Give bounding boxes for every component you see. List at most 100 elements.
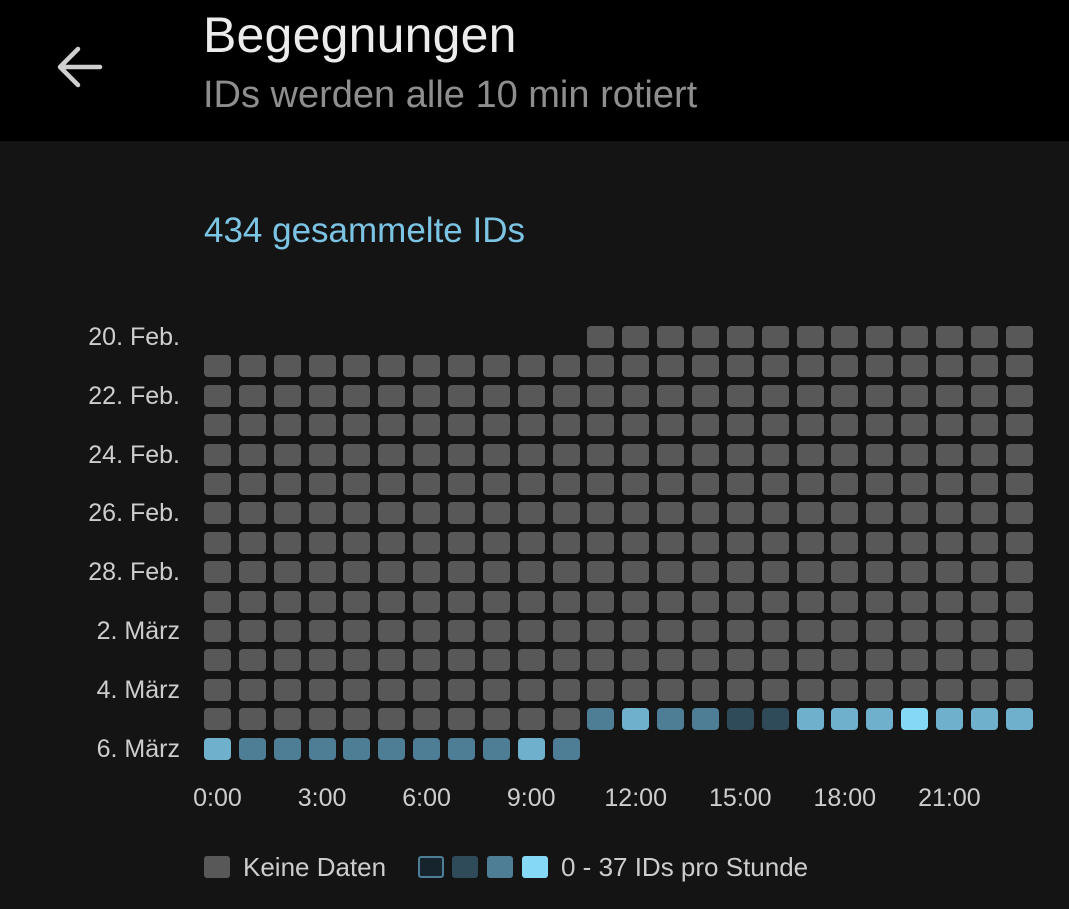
heatmap-cell (970, 531, 998, 554)
heatmap-cell (796, 531, 824, 554)
heatmap-cell (587, 414, 615, 437)
heatmap-cell (448, 355, 475, 378)
heatmap-cell (622, 414, 650, 437)
heatmap-cell (866, 384, 894, 407)
x-axis-label: 12:00 (604, 784, 667, 812)
heatmap-cell (378, 620, 406, 642)
heatmap-cell (413, 384, 441, 407)
heatmap-cell (622, 502, 650, 525)
heatmap-cell (448, 678, 475, 701)
heatmap-cell (204, 590, 231, 613)
heatmap-cell (935, 590, 963, 613)
heatmap-cell (691, 443, 719, 466)
legend-scale-swatch-2 (452, 856, 478, 878)
heatmap-cell (1005, 473, 1033, 495)
heatmap-cell (726, 384, 754, 407)
heatmap-cell (691, 649, 719, 672)
heatmap-cell (482, 737, 510, 760)
heatmap-cell (308, 502, 336, 525)
heatmap-cell (796, 414, 824, 437)
heatmap-cell (970, 443, 998, 466)
heatmap-cell (448, 443, 475, 466)
heatmap-cell (901, 561, 928, 584)
heatmap-cell (448, 708, 475, 731)
heatmap-cell (204, 355, 231, 378)
heatmap-cell (657, 414, 684, 437)
heatmap-cell (901, 326, 928, 348)
heatmap-cell (204, 561, 231, 584)
heatmap-cell (866, 649, 894, 672)
x-axis-label: 9:00 (506, 784, 556, 812)
heatmap-cell (691, 414, 719, 437)
heatmap-cell (343, 502, 371, 525)
heatmap-cell (517, 649, 545, 672)
heatmap-cell (273, 649, 301, 672)
heatmap-cell (378, 414, 406, 437)
heatmap-cell (970, 355, 998, 378)
heatmap-cell (552, 414, 580, 437)
heatmap-cell (587, 355, 615, 378)
heatmap-cell (901, 708, 928, 731)
heatmap-cell (796, 678, 824, 701)
heatmap-cell (343, 590, 371, 613)
heatmap-cell (796, 502, 824, 525)
heatmap-cell (761, 473, 789, 495)
heatmap-cell (343, 414, 371, 437)
heatmap-cell (1005, 414, 1033, 437)
heatmap-cell (413, 620, 441, 642)
heatmap-cell (796, 355, 824, 378)
heatmap-cell (970, 649, 998, 672)
heatmap-cell (378, 502, 406, 525)
page-subtitle: IDs werden alle 10 min rotiert (203, 74, 698, 116)
heatmap-cell (448, 473, 475, 495)
heatmap-cell (204, 620, 231, 642)
heatmap-cell (482, 414, 510, 437)
heatmap-cell (482, 384, 510, 407)
heatmap-cell (657, 502, 684, 525)
heatmap-cell (622, 561, 650, 584)
heatmap-cell (552, 502, 580, 525)
heatmap-cell (238, 384, 266, 407)
heatmap-cell (413, 414, 441, 437)
heatmap-cell (552, 561, 580, 584)
heatmap-cell (691, 502, 719, 525)
heatmap-cell (343, 531, 371, 554)
heatmap-cell (761, 414, 789, 437)
heatmap-cell (831, 443, 859, 466)
heatmap-cell (691, 678, 719, 701)
heatmap-cell (657, 443, 684, 466)
heatmap-cell (587, 531, 615, 554)
heatmap-cell (517, 414, 545, 437)
heatmap-cell (1005, 620, 1033, 642)
heatmap-cell (622, 590, 650, 613)
heatmap-cell (273, 678, 301, 701)
heatmap-cell (378, 678, 406, 701)
heatmap-cell (691, 326, 719, 348)
heatmap-cell (970, 384, 998, 407)
heatmap-cell (691, 590, 719, 613)
heatmap-cell (726, 502, 754, 525)
heatmap-cell (970, 708, 998, 731)
heatmap-cell (482, 531, 510, 554)
heatmap-cell (657, 473, 684, 495)
heatmap-cell (482, 708, 510, 731)
heatmap-cell (691, 561, 719, 584)
heatmap-cell (866, 502, 894, 525)
heatmap-cell (796, 561, 824, 584)
app-bar: Begegnungen IDs werden alle 10 min rotie… (0, 0, 1069, 141)
heatmap-cell (622, 620, 650, 642)
heatmap-cell (517, 502, 545, 525)
heatmap-cell (831, 531, 859, 554)
heatmap-cell (482, 443, 510, 466)
back-button[interactable] (40, 28, 118, 106)
heatmap-cell (413, 531, 441, 554)
heatmap-cell (482, 649, 510, 672)
heatmap-cell (796, 590, 824, 613)
heatmap-cell (726, 414, 754, 437)
heatmap-cell (343, 355, 371, 378)
heatmap-cell (901, 443, 928, 466)
heatmap-cell (448, 414, 475, 437)
heatmap-cell (866, 620, 894, 642)
heatmap-cell (657, 590, 684, 613)
heatmap-cell (1005, 355, 1033, 378)
